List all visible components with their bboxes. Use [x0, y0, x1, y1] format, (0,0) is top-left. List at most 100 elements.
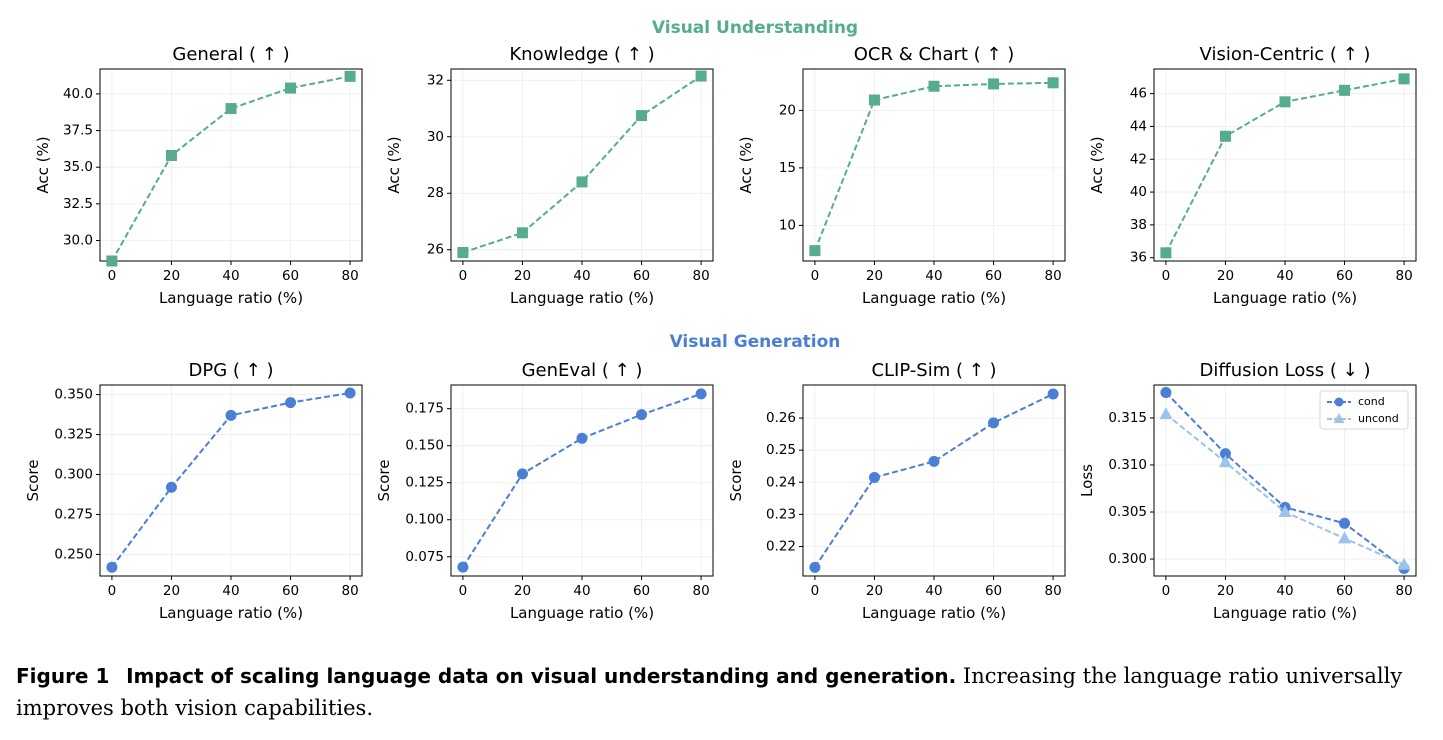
- x-tick-label: 0: [108, 268, 117, 284]
- y-axis-label: Score: [24, 459, 42, 501]
- data-point: [344, 70, 356, 82]
- chart-panel-2: 0 20 40 60 80 10 15 20 OCR & Chart ( ↑ ) Language…: [737, 44, 1066, 307]
- x-tick-label: 60: [985, 268, 1002, 284]
- chart-title: CLIP-Sim ( ↑ ): [871, 360, 996, 381]
- y-tick-label: 42: [1130, 151, 1147, 167]
- y-tick-label: 32: [427, 72, 444, 88]
- x-tick-label: 0: [108, 583, 117, 599]
- y-tick-label: 30: [427, 129, 444, 145]
- y-tick-label: 15: [779, 160, 796, 176]
- y-tick-label: 0.150: [405, 438, 444, 454]
- data-point: [344, 387, 356, 399]
- data-point: [1398, 73, 1410, 85]
- chart-panel-7: 0 20 40 60 80 0.300 0.305 0.310 0.315 Diffusion L…: [1078, 360, 1417, 622]
- x-tick-label: 0: [1162, 268, 1171, 284]
- x-tick-label: 60: [282, 268, 299, 284]
- x-axis-label: Language ratio (%): [510, 289, 654, 307]
- data-point: [457, 247, 469, 259]
- x-tick-label: 60: [633, 583, 650, 599]
- y-tick-label: 30.0: [63, 232, 93, 248]
- chart-panel-0: 0 20 40 60 80 30.0 32.5 35.0 37.5 40.0 General ( ↑…: [34, 44, 363, 307]
- x-tick-label: 40: [573, 583, 590, 599]
- data-point: [516, 227, 528, 239]
- x-tick-label: 60: [985, 583, 1002, 599]
- x-tick-label: 40: [1276, 268, 1293, 284]
- data-point: [988, 417, 1000, 429]
- data-point: [809, 561, 821, 573]
- section-title: Visual Generation: [670, 332, 841, 352]
- chart-panel-5: 0 20 40 60 80 0.075 0.100 0.125 0.150 0.175 GenEva…: [375, 360, 714, 622]
- x-tick-label: 0: [811, 268, 820, 284]
- y-tick-label: 0.125: [405, 475, 444, 491]
- x-tick-label: 80: [1044, 268, 1061, 284]
- chart-panel-3: 0 20 40 60 80 36 38 40 42 44 46 Vision-Centric ( ↑ …: [1088, 44, 1417, 307]
- y-tick-label: 37.5: [63, 123, 93, 139]
- legend-label: uncond: [1358, 412, 1399, 425]
- y-tick-label: 40: [1130, 184, 1147, 200]
- y-tick-label: 0.310: [1108, 457, 1147, 473]
- series-line-0: [814, 393, 1054, 568]
- data-point: [457, 561, 469, 573]
- caption-label: Figure 1: [16, 664, 110, 688]
- legend-marker: [1333, 413, 1345, 423]
- data-point: [1047, 77, 1059, 89]
- x-axis-label: Language ratio (%): [862, 289, 1006, 307]
- legend-marker: [1334, 397, 1344, 407]
- x-tick-label: 20: [1217, 583, 1234, 599]
- figure-canvas: Visual Understanding Visual Generation 0 20…: [24, 18, 1417, 622]
- legend: cond uncond: [1319, 390, 1409, 430]
- legend-label: cond: [1358, 395, 1385, 408]
- x-tick-label: 40: [925, 268, 942, 284]
- y-tick-label: 35.0: [63, 159, 93, 175]
- y-tick-label: 0.350: [54, 387, 93, 403]
- chart-title: Knowledge ( ↑ ): [509, 44, 654, 65]
- data-point: [1219, 448, 1231, 460]
- data-point: [576, 432, 588, 444]
- series-line-0: [813, 81, 1054, 252]
- data-point: [1338, 531, 1352, 544]
- chart-title: Diffusion Loss ( ↓ ): [1200, 360, 1371, 381]
- y-tick-label: 0.100: [405, 512, 444, 528]
- x-tick-label: 20: [866, 583, 883, 599]
- y-axis-label: Score: [375, 459, 393, 501]
- x-tick-label: 0: [1162, 583, 1171, 599]
- chart-panel-4: 0 20 40 60 80 0.250 0.275 0.300 0.325 0.350 DPG ( …: [24, 360, 363, 622]
- x-tick-label: 0: [811, 583, 820, 599]
- data-point: [165, 481, 177, 493]
- data-point: [636, 409, 648, 421]
- chart-title: DPG ( ↑ ): [189, 360, 274, 381]
- x-tick-label: 80: [1395, 583, 1412, 599]
- data-point: [285, 82, 297, 94]
- y-tick-label: 0.275: [54, 506, 93, 522]
- y-tick-label: 46: [1130, 86, 1147, 102]
- x-tick-label: 0: [459, 268, 468, 284]
- data-point: [868, 471, 880, 483]
- y-tick-label: 36: [1130, 250, 1147, 266]
- x-axis-label: Language ratio (%): [1213, 604, 1357, 622]
- data-point: [928, 80, 940, 92]
- y-tick-label: 0.24: [766, 474, 796, 490]
- data-point: [285, 397, 297, 409]
- y-tick-label: 28: [427, 185, 444, 201]
- y-axis-label: Acc (%): [385, 136, 403, 193]
- y-tick-label: 40.0: [63, 86, 93, 102]
- y-tick-label: 0.300: [54, 467, 93, 483]
- x-tick-label: 80: [341, 268, 358, 284]
- x-tick-label: 40: [925, 583, 942, 599]
- data-point: [695, 388, 707, 400]
- data-point: [636, 110, 648, 122]
- y-tick-label: 20: [779, 102, 796, 118]
- x-tick-label: 40: [1276, 583, 1293, 599]
- x-axis-label: Language ratio (%): [159, 289, 303, 307]
- data-point: [928, 455, 940, 467]
- data-point: [106, 255, 118, 267]
- x-axis-label: Language ratio (%): [1213, 289, 1357, 307]
- caption-text: Increasing the language ratio universall…: [16, 664, 1403, 720]
- x-tick-label: 0: [459, 583, 468, 599]
- chart-title: General ( ↑ ): [172, 44, 289, 65]
- y-tick-label: 26: [427, 242, 444, 258]
- data-point: [1047, 388, 1059, 400]
- y-axis-label: Acc (%): [737, 136, 755, 193]
- x-tick-label: 20: [514, 268, 531, 284]
- chart-panel-6: 0 20 40 60 80 0.22 0.23 0.24 0.25 0.26 CLIP-Sim ( …: [727, 360, 1066, 622]
